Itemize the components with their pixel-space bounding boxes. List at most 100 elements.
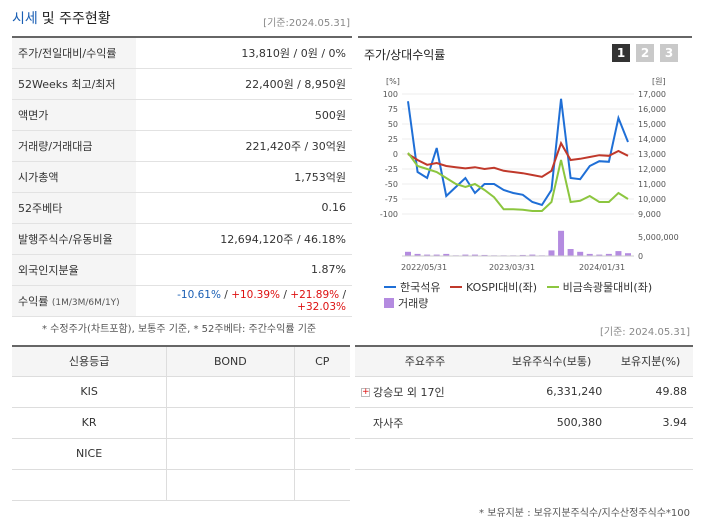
credit-cp xyxy=(293,376,350,408)
series-line xyxy=(407,140,629,178)
left-tick-label: 100 xyxy=(383,90,398,99)
volume-bar xyxy=(548,250,555,256)
credit-bond xyxy=(166,407,294,439)
quote-value: 13,810원 / 0원 / 0% xyxy=(136,37,352,69)
section-subtitle: 및 주주현황 xyxy=(41,11,111,27)
credit-agency: NICE xyxy=(12,438,167,470)
volume-bar xyxy=(558,230,565,256)
holder-shares: 6,331,240 xyxy=(495,376,609,408)
quote-row: 시가총액 1,753억원 xyxy=(12,161,352,193)
right-unit-label: [원] xyxy=(652,77,666,86)
volume-bar xyxy=(625,253,631,256)
table-row: KIS xyxy=(12,376,350,408)
table-row: + 강승모 외 17인 6,331,240 49.88 xyxy=(355,376,693,408)
base-date-holders: [기준: 2024.05.31] xyxy=(599,327,690,338)
quote-row: 발행주식수/유동비율 12,694,120주 / 46.18% xyxy=(12,223,352,255)
chart-title: 주가/상대수익률 xyxy=(364,48,446,62)
chart-panel: 주가/상대수익률 1 2 3 [%] [원] 100 17,000 75 16,000 50… xyxy=(358,36,692,310)
left-tick-label: -100 xyxy=(380,210,398,219)
holder-pct: 3.94 xyxy=(608,407,693,439)
volume-bar xyxy=(414,253,421,256)
right-tick-label: 13,000 xyxy=(638,150,666,159)
right-tick-label: 15,000 xyxy=(638,120,666,129)
expand-plus-icon[interactable]: + xyxy=(361,387,370,397)
right-tick-label: 9,000 xyxy=(638,210,661,219)
right-tick-label: 14,000 xyxy=(638,135,666,144)
chart-tab-1[interactable]: 1 xyxy=(612,44,630,62)
quote-value: 12,694,120주 / 46.18% xyxy=(136,223,352,255)
right-tick-label: 17,000 xyxy=(638,90,666,99)
holders-footnote: * 보유지분 : 보유지분주식수/지수산정주식수*100 xyxy=(479,508,690,519)
price-chart: [%] [원] 100 17,000 75 16,000 50 15,000 25 14,000 0… xyxy=(380,77,679,272)
holder-name: 자사주 xyxy=(355,407,495,439)
quote-label: 발행주식수/유동비율 xyxy=(12,223,136,255)
volume-bar xyxy=(462,254,469,256)
credit-agency: KIS xyxy=(12,376,167,408)
volume-bar xyxy=(615,251,622,256)
quote-table: 주가/전일대비/수익률 13,810원 / 0원 / 0% 52Weeks 최고/최… xyxy=(12,36,352,317)
holders-header: 보유지분(%) xyxy=(608,346,693,377)
holders-header: 보유주식수(보통) xyxy=(495,346,609,377)
quote-label: 거래량/거래대금 xyxy=(12,130,136,162)
chart-tab-2[interactable]: 2 xyxy=(636,44,654,62)
returns-row: 수익률 (1M/3M/6M/1Y) -10.61% / +10.39% / +2… xyxy=(12,285,352,317)
quote-label: 액면가 xyxy=(12,99,136,131)
quote-row: 거래량/거래대금 221,420주 / 30억원 xyxy=(12,130,352,162)
returns-label: 수익률 (1M/3M/6M/1Y) xyxy=(12,285,136,317)
holder-shares xyxy=(495,438,609,470)
left-tick-label: 0 xyxy=(393,150,398,159)
left-tick-label: -75 xyxy=(385,195,398,204)
quote-value: 0.16 xyxy=(136,192,352,224)
legend-stock: 한국석유 xyxy=(384,279,440,295)
holders-table: 주요주주 보유주식수(보통) 보유지분(%) + 강승모 외 17인 6,331,… xyxy=(355,345,693,470)
quote-label: 52Weeks 최고/최저 xyxy=(12,68,136,100)
credit-header: 신용등급 xyxy=(12,346,167,377)
base-date: [기준:2024.05.31] xyxy=(263,18,350,29)
legend-kospi: KOSPI대비(좌) xyxy=(449,279,537,295)
section-title: 시세 xyxy=(12,11,38,27)
volume-bar xyxy=(471,254,478,256)
quote-label: 주가/전일대비/수익률 xyxy=(12,37,136,69)
left-tick-label: -50 xyxy=(385,180,398,189)
volume-bar xyxy=(605,253,612,256)
quote-row: 주가/전일대비/수익률 13,810원 / 0원 / 0% xyxy=(12,37,352,69)
table-row: 자사주 500,380 3.94 xyxy=(355,407,693,439)
holder-name[interactable]: + 강승모 외 17인 xyxy=(355,376,495,408)
credit-header-row: 신용등급 BOND CP xyxy=(12,346,350,377)
volume-bar xyxy=(529,254,536,256)
returns-value: -10.61% / +10.39% / +21.89% / +32.03% xyxy=(136,285,352,317)
credit-header: CP xyxy=(293,346,350,377)
right-tick-label: 12,000 xyxy=(638,165,666,174)
quote-label: 52주베타 xyxy=(12,192,136,224)
left-tick-label: 75 xyxy=(388,105,398,114)
credit-bond xyxy=(166,469,294,501)
volume-bar xyxy=(405,251,411,256)
legend-sector: 비금속광물대비(좌) xyxy=(546,279,652,295)
x-tick-label: 2024/01/31 xyxy=(579,263,625,272)
quote-note: * 수정주가(차트포함), 보통주 기준, * 52주베타: 주간수익률 기준 xyxy=(42,324,317,335)
volume-bar xyxy=(577,251,584,256)
table-row: KR xyxy=(12,407,350,439)
series-line xyxy=(407,152,629,212)
chart-tab-3[interactable]: 3 xyxy=(660,44,678,62)
holder-name xyxy=(355,438,495,470)
volume-bar xyxy=(586,253,593,256)
volume-tick-label: 5,000,000 xyxy=(638,233,679,242)
quote-row: 외국인지분율 1.87% xyxy=(12,254,352,286)
credit-table: 신용등급 BOND CP KIS KR NICE xyxy=(12,345,350,501)
credit-cp xyxy=(293,438,350,470)
holder-shares: 500,380 xyxy=(495,407,609,439)
holders-header: 주요주주 xyxy=(355,346,495,377)
credit-cp xyxy=(293,469,350,501)
right-tick-label: 11,000 xyxy=(638,180,666,189)
quote-value: 221,420주 / 30억원 xyxy=(136,130,352,162)
right-tick-label: 16,000 xyxy=(638,105,666,114)
series-line xyxy=(407,98,629,207)
credit-bond xyxy=(166,438,294,470)
volume-bar xyxy=(596,254,603,256)
volume-bar xyxy=(519,254,526,256)
volume-bar xyxy=(433,254,440,256)
quote-label: 시가총액 xyxy=(12,161,136,193)
quote-value: 1.87% xyxy=(136,254,352,286)
table-row: NICE xyxy=(12,438,350,470)
